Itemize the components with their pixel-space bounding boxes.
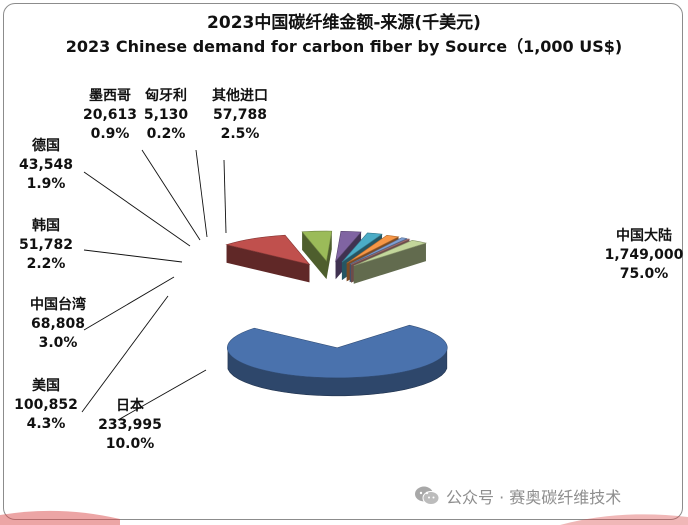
- slice-label-7-0: 匈牙利: [145, 87, 187, 104]
- slice-label-6-0: 墨西哥: [89, 88, 131, 104]
- slice-2: [301, 230, 333, 262]
- slice-label-2-1: 100,852: [14, 397, 78, 413]
- slice-label-8-0: 其他进口: [212, 87, 268, 104]
- slice-label-2-0: 美国: [32, 377, 60, 394]
- slice-1: [225, 234, 311, 265]
- slice-label-1-2: 10.0%: [106, 436, 155, 452]
- watermark: 公众号 · 赛奥碳纤维技术: [414, 484, 621, 508]
- chart-subtitle: 2023 Chinese demand for carbon fiber by …: [65, 37, 623, 56]
- slice-label-5-0: 德国: [32, 137, 60, 154]
- slice-4: [341, 232, 383, 263]
- slice-label-7-1: 5,130: [144, 107, 189, 123]
- slice-label-0-2: 75.0%: [620, 266, 669, 282]
- slice-label-8-2: 2.5%: [221, 126, 260, 142]
- slice-label-1-1: 233,995: [98, 417, 162, 433]
- slice-label-5-1: 43,548: [19, 157, 73, 173]
- slice-labels: 中国大陆 1,749,000 75.0% 日本 233,995 10.0% 美国 100,85…: [14, 87, 684, 452]
- slice-label-3-0: 中国台湾: [30, 296, 86, 313]
- leader-line-3: [83, 276, 175, 331]
- watermark-text: 公众号 · 赛奥碳纤维技术: [446, 488, 622, 507]
- slice-wall-2-0: [302, 231, 327, 280]
- slice-0: [226, 324, 448, 379]
- slice-6: [349, 237, 408, 265]
- slice-label-8-1: 57,788: [213, 107, 267, 123]
- leader-line-5: [83, 171, 191, 247]
- slice-label-3-2: 3.0%: [39, 335, 78, 351]
- slice-wall-2-1: [326, 231, 332, 280]
- pie-tops: [225, 230, 448, 379]
- leader-line-1: [117, 369, 207, 421]
- slice-label-1-0: 日本: [116, 397, 145, 414]
- slice-5: [346, 234, 400, 264]
- leader-line-8: [223, 159, 227, 234]
- slice-label-4-1: 51,782: [19, 237, 73, 253]
- chart-title: 2023中国碳纤维金额-来源(千美元): [207, 13, 481, 33]
- slice-label-6-2: 0.9%: [91, 126, 130, 142]
- slice-label-7-2: 0.2%: [147, 126, 186, 142]
- leader-line-2: [81, 295, 169, 413]
- wechat-icon: [415, 486, 440, 505]
- slice-wall-8-1: [353, 243, 426, 284]
- leader-line-4: [83, 249, 183, 263]
- slice-7: [350, 238, 411, 265]
- slice-label-4-2: 2.2%: [27, 256, 66, 272]
- slice-label-0-1: 1,749,000: [605, 247, 684, 263]
- leader-lines: [81, 149, 227, 421]
- slice-label-3-1: 68,808: [31, 316, 85, 332]
- leader-line-6: [141, 149, 201, 241]
- slice-label-6-1: 20,613: [83, 107, 137, 123]
- slice-label-4-0: 韩国: [32, 217, 60, 234]
- slice-label-0-0: 中国大陆: [616, 227, 672, 244]
- slice-label-2-2: 4.3%: [27, 416, 66, 432]
- slice-wall-1-0: [226, 244, 310, 283]
- slice-label-5-2: 1.9%: [27, 176, 66, 192]
- slice-8: [353, 239, 428, 267]
- slice-3: [335, 230, 362, 263]
- leader-line-7: [195, 149, 208, 238]
